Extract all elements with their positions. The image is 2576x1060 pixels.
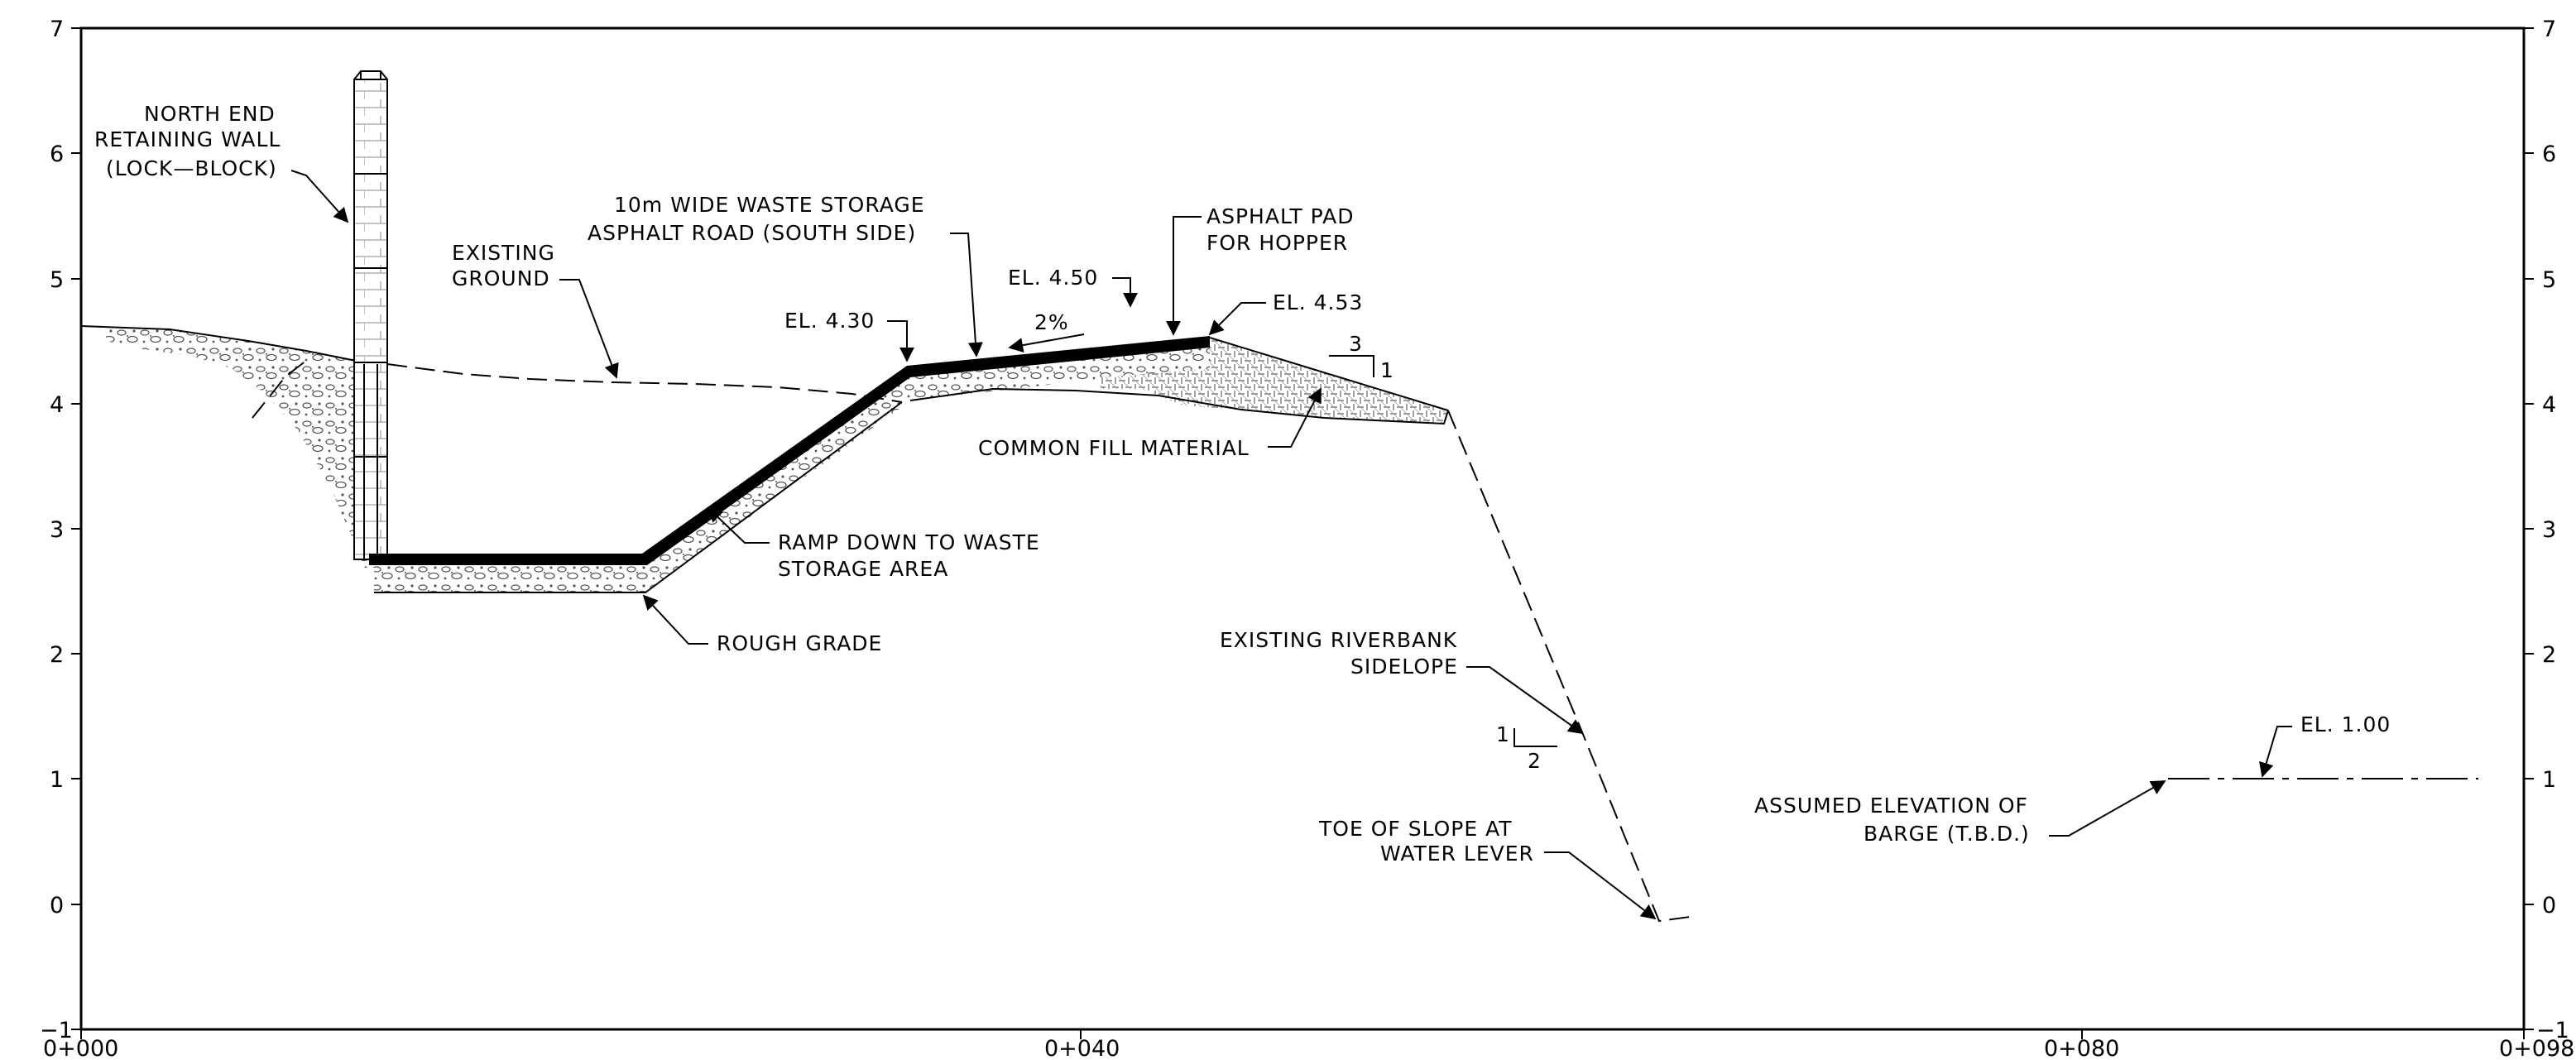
label-slope-1: 1 [1380, 358, 1394, 382]
label-el-450: EL. 4.50 [1008, 266, 1098, 290]
label-common-fill: COMMON FILL MATERIAL [978, 436, 1250, 460]
y-tick-right-0: 0 [2542, 893, 2556, 919]
y-tick-right-4: 4 [2542, 392, 2556, 418]
label-existing-ground-1: EXISTING [452, 241, 555, 265]
label-ramp-2: STORAGE AREA [778, 557, 948, 581]
label-asphalt-pad-2: FOR HOPPER [1206, 231, 1348, 255]
y-tick-4: 4 [50, 392, 64, 418]
label-existing-ground-2: GROUND [452, 266, 550, 290]
y-axis-right: 7 6 5 4 3 2 1 0 −1 [2524, 17, 2569, 1043]
y-tick-right-6: 6 [2542, 141, 2556, 167]
y-axis-left: 7 6 5 4 3 2 1 0 −1 [40, 17, 81, 1043]
label-road-2: ASPHALT ROAD (SOUTH SIDE) [588, 221, 916, 245]
label-north-end-2: RETAINING WALL [94, 127, 281, 151]
label-barge-1: ASSUMED ELEVATION OF [1754, 794, 2028, 818]
label-toe-2: WATER LEVER [1380, 842, 1534, 866]
label-toe-1: TOE OF SLOPE AT [1318, 817, 1513, 841]
label-riverbank-2: SIDELOPE [1350, 655, 1458, 679]
label-slope-1-of-2-a: 1 [1496, 722, 1510, 746]
asphalt-road [369, 336, 1210, 565]
label-riverbank-1: EXISTING RIVERBANK [1220, 628, 1457, 652]
annotations: NORTH END RETAINING WALL (LOCK—BLOCK) EX… [94, 102, 2391, 866]
rough-grade-fill [374, 338, 1210, 592]
x-tick-0-098: 0+098 [2499, 1036, 2574, 1060]
y-tick-right-2: 2 [2542, 642, 2556, 668]
y-tick-2: 2 [50, 642, 64, 668]
x-tick-0-040: 0+040 [1044, 1036, 1120, 1060]
y-tick-1: 1 [50, 767, 64, 793]
label-el-453: EL. 4.53 [1273, 290, 1363, 314]
label-slope-3: 3 [1349, 332, 1363, 356]
drawing-frame [79, 26, 2526, 1031]
label-rough-grade: ROUGH GRADE [717, 631, 882, 655]
label-slope-1-of-2-b: 2 [1528, 749, 1542, 773]
label-el-100: EL. 1.00 [2300, 712, 2391, 736]
y-tick-6: 6 [50, 141, 64, 167]
y-tick-0: 0 [50, 893, 64, 919]
x-tick-0-000: 0+000 [43, 1036, 118, 1060]
existing-ground-dashed [386, 363, 903, 403]
existing-ground-dashed-left [252, 357, 311, 419]
y-tick-right-minus-1: −1 [2536, 1018, 2569, 1043]
y-tick-7: 7 [50, 17, 64, 42]
fill-underside-line [909, 387, 1449, 425]
label-north-end-3: (LOCK—BLOCK) [106, 156, 277, 180]
y-tick-right-5: 5 [2542, 267, 2556, 293]
label-grade: 2% [1034, 310, 1069, 334]
y-tick-right-7: 7 [2542, 17, 2556, 42]
x-axis: 0+000 0+040 0+080 0+098 [43, 1029, 2574, 1060]
fill-slope-line [1209, 337, 1449, 411]
label-el-430: EL. 4.30 [784, 309, 875, 333]
label-road-1: 10m WIDE WASTE STORAGE [614, 193, 925, 217]
y-tick-3: 3 [50, 517, 64, 543]
y-tick-right-1: 1 [2542, 767, 2556, 793]
rough-grade-line [374, 401, 903, 593]
label-barge-2: BARGE (T.B.D.) [1864, 822, 2030, 846]
label-asphalt-pad-1: ASPHALT PAD [1206, 204, 1354, 228]
y-tick-minus-1: −1 [40, 1018, 73, 1043]
common-fill [1101, 338, 1448, 424]
label-ramp-1: RAMP DOWN TO WASTE [778, 530, 1040, 554]
y-tick-5: 5 [50, 267, 64, 293]
leaders [290, 170, 2292, 920]
backfill-rock [106, 328, 374, 568]
x-tick-0-080: 0+080 [2044, 1036, 2119, 1060]
label-north-end-1: NORTH END [144, 102, 276, 126]
y-tick-right-3: 3 [2542, 517, 2556, 543]
retaining-wall [353, 70, 388, 560]
